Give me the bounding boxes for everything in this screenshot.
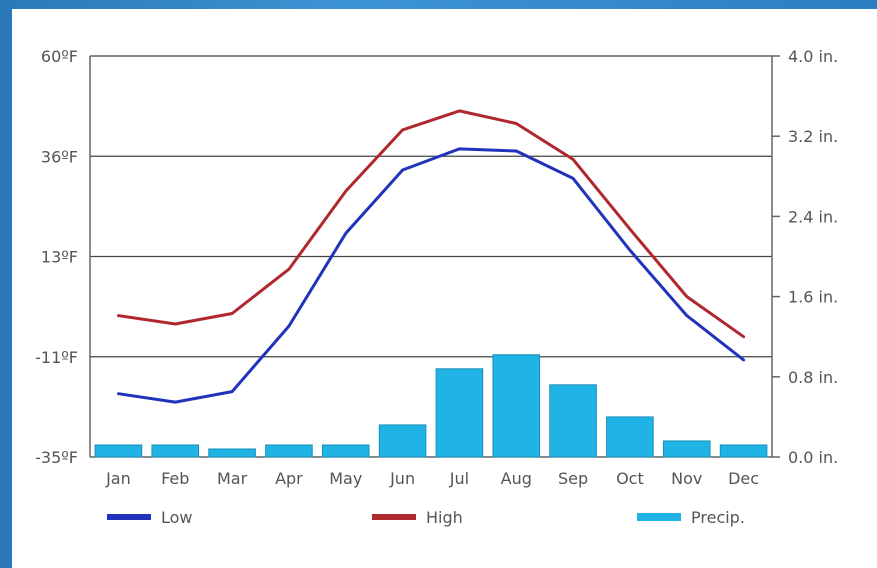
x-tick-label: Dec: [728, 469, 759, 488]
x-tick-label: Sep: [558, 469, 588, 488]
precip-bar: [151, 444, 200, 458]
climate-chart: 60ºF 36ºF 13ºF -11ºF -35ºF 4.0 in. 3.2 in. 2.4 …: [35, 47, 838, 527]
x-tick-label: Jan: [105, 469, 131, 488]
legend-swatch-low: [107, 514, 151, 520]
x-tick-label: Jul: [449, 469, 469, 488]
left-tick-label: -35ºF: [35, 448, 78, 467]
legend-label-low: Low: [161, 508, 193, 527]
x-tick-label: Jun: [389, 469, 415, 488]
series-line-low: [116, 147, 746, 404]
x-tick-label: Apr: [275, 469, 303, 488]
precip-bar: [265, 444, 313, 458]
x-tick-label: Mar: [217, 469, 248, 488]
x-tick-label: Oct: [616, 469, 644, 488]
left-tick-label: 36ºF: [41, 147, 78, 166]
precip-bar: [378, 424, 427, 458]
precip-bar: [492, 354, 541, 458]
legend-swatch-high: [372, 514, 416, 520]
right-tick-label: 0.8 in.: [788, 368, 838, 387]
chart-panel: 60ºF 36ºF 13ºF -11ºF -35ºF 4.0 in. 3.2 in. 2.4 …: [12, 9, 877, 568]
left-tick-label: -11ºF: [35, 348, 78, 367]
precip-bar: [94, 444, 143, 458]
series-line-high: [116, 109, 746, 339]
legend-label-high: High: [426, 508, 463, 527]
temperature-lines: [116, 109, 746, 404]
right-tick-label: 4.0 in.: [788, 47, 838, 66]
right-tick-label: 0.0 in.: [788, 448, 838, 467]
right-tick-label: 1.6 in.: [788, 288, 838, 307]
grid-lines: [90, 55, 772, 458]
legend-label-precip: Precip.: [691, 508, 745, 527]
right-tick-label: 3.2 in.: [788, 127, 838, 146]
axes: 60ºF 36ºF 13ºF -11ºF -35ºF 4.0 in. 3.2 in. 2.4 …: [35, 47, 838, 488]
precip-bars: [94, 354, 768, 458]
x-tick-label: Aug: [501, 469, 532, 488]
x-tick-label: Nov: [671, 469, 702, 488]
precip-bar: [208, 448, 256, 458]
left-tick-label: 13ºF: [41, 248, 78, 267]
precip-bar: [435, 368, 484, 458]
left-tick-label: 60ºF: [41, 47, 78, 66]
right-tick-label: 2.4 in.: [788, 207, 838, 226]
precip-bar: [321, 444, 370, 458]
x-tick-label: Feb: [161, 469, 189, 488]
legend: Low High Precip.: [107, 508, 745, 527]
precip-bar: [719, 444, 768, 458]
precip-bar: [549, 384, 597, 458]
precip-bar: [606, 416, 654, 458]
x-tick-label: May: [329, 469, 362, 488]
legend-swatch-precip: [637, 513, 681, 521]
precip-bar: [662, 440, 711, 458]
